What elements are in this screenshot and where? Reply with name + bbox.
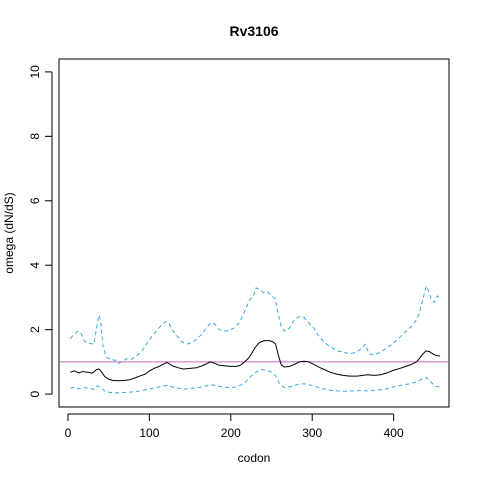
x-axis-label: codon	[238, 451, 271, 465]
y-tick-label: 4	[28, 262, 42, 269]
x-tick-label: 200	[221, 426, 241, 440]
x-tick-label: 0	[65, 426, 72, 440]
y-tick-label: 2	[28, 326, 42, 333]
y-tick-label: 6	[28, 197, 42, 204]
chart-title: Rv3106	[229, 23, 278, 39]
plot-frame	[58, 58, 450, 408]
x-axis: 0 100 200 300 400	[65, 413, 404, 440]
upper-bound-line	[70, 285, 441, 364]
x-tick-label: 100	[139, 426, 159, 440]
series-group	[70, 285, 441, 394]
y-axis: 0 2 4 6 8 10	[28, 65, 53, 397]
y-axis-label: omega (dN/dS)	[2, 192, 16, 273]
x-tick-label: 300	[302, 426, 322, 440]
x-tick-label: 400	[384, 426, 404, 440]
y-tick-label: 8	[28, 133, 42, 140]
y-tick-label: 10	[28, 65, 42, 79]
lower-bound-line	[70, 369, 441, 394]
omega-estimate-line	[70, 340, 441, 382]
y-tick-label: 0	[28, 390, 42, 397]
